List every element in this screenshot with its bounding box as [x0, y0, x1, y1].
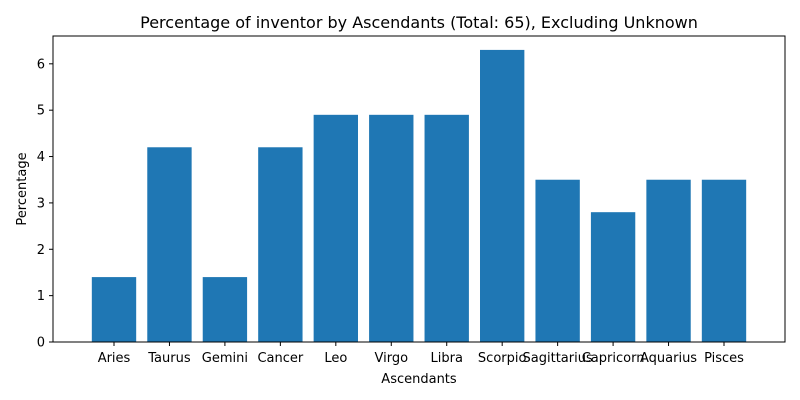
x-tick-label: Leo	[324, 351, 347, 366]
x-tick-label: Aries	[98, 351, 131, 366]
y-axis-ticks: 0 1 2 3 4 5 6	[37, 57, 53, 351]
y-tick-label: 2	[37, 243, 45, 258]
bar-aries	[91, 277, 137, 342]
x-tick-label: Scorpio	[478, 351, 527, 366]
bar-libra	[424, 114, 469, 343]
bars-group	[91, 49, 747, 343]
x-axis-ticks: Aries Taurus Gemini Cancer Leo Virgo Libra Scor…	[98, 342, 744, 366]
bar-pisces	[701, 179, 747, 342]
y-tick-label: 6	[37, 57, 45, 72]
y-tick-label: 1	[37, 289, 45, 304]
y-tick-label: 4	[37, 150, 45, 165]
y-tick-label: 0	[37, 336, 45, 351]
x-axis-label: Ascendants	[381, 372, 457, 387]
x-tick-label: Cancer	[257, 351, 303, 366]
bar-virgo	[369, 114, 414, 343]
bar-scorpio	[480, 49, 525, 343]
chart-title: Percentage of inventor by Ascendants (To…	[140, 13, 698, 32]
x-tick-label: Gemini	[202, 351, 248, 366]
bar-aquarius	[646, 179, 691, 342]
bar-cancer	[258, 147, 303, 342]
x-tick-label: Capricorn	[582, 351, 645, 366]
y-tick-label: 5	[37, 104, 45, 119]
bar-taurus	[147, 147, 192, 342]
plot-frame	[52, 35, 786, 343]
x-tick-label: Libra	[431, 351, 463, 366]
y-axis-label: Percentage	[15, 152, 30, 225]
x-tick-label: Aquarius	[640, 351, 697, 366]
x-tick-label: Sagittarius	[523, 351, 593, 366]
bar-gemini	[202, 277, 248, 342]
x-tick-label: Virgo	[374, 351, 408, 366]
x-tick-label: Taurus	[147, 351, 191, 366]
bar-leo	[313, 114, 358, 343]
bar-sagittarius	[535, 179, 580, 342]
x-tick-label: Pisces	[704, 351, 744, 366]
y-tick-label: 3	[37, 196, 45, 211]
bar-capricorn	[590, 212, 636, 342]
